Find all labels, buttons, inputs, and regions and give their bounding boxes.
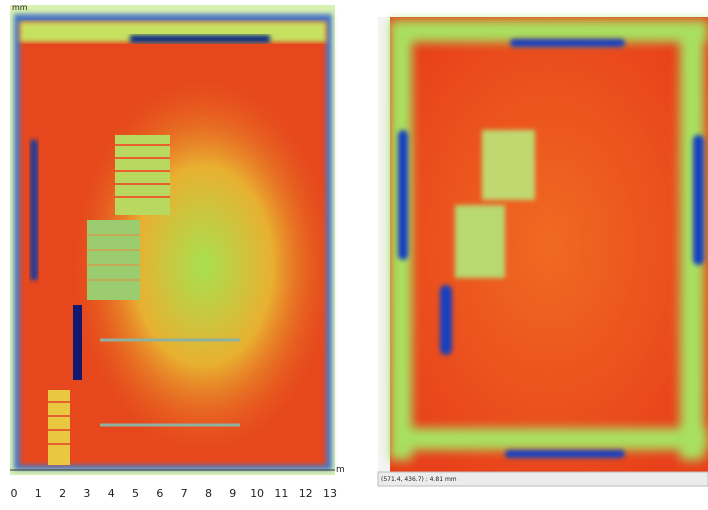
- left-heatmap: mm m: [10, 3, 345, 475]
- x-tick-label: 12: [299, 487, 313, 500]
- x-tick-label: 9: [229, 487, 236, 500]
- x-tick-label: 1: [35, 487, 42, 500]
- page: mm m (571.4, 436.7) : 4.81 mm 0123456789…: [0, 0, 708, 506]
- unit-label: mm: [12, 3, 28, 12]
- right-heatmap: (571.4, 436.7) : 4.81 mm: [378, 17, 708, 486]
- x-tick-label: 5: [132, 487, 139, 500]
- status-text: (571.4, 436.7) : 4.81 mm: [381, 476, 457, 483]
- scene: mm m (571.4, 436.7) : 4.81 mm 0123456789…: [0, 0, 708, 506]
- x-tick-label: 8: [205, 487, 212, 500]
- axis-unit: m: [336, 465, 345, 475]
- x-tick-label: 2: [59, 487, 66, 500]
- x-tick-label: 4: [108, 487, 115, 500]
- x-tick-label: 10: [250, 487, 264, 500]
- x-tick-label: 7: [181, 487, 188, 500]
- x-tick-label: 11: [274, 487, 288, 500]
- x-tick-label: 0: [11, 487, 18, 500]
- x-tick-label: 13: [323, 487, 337, 500]
- x-tick-label: 3: [83, 487, 90, 500]
- x-tick-label: 6: [156, 487, 163, 500]
